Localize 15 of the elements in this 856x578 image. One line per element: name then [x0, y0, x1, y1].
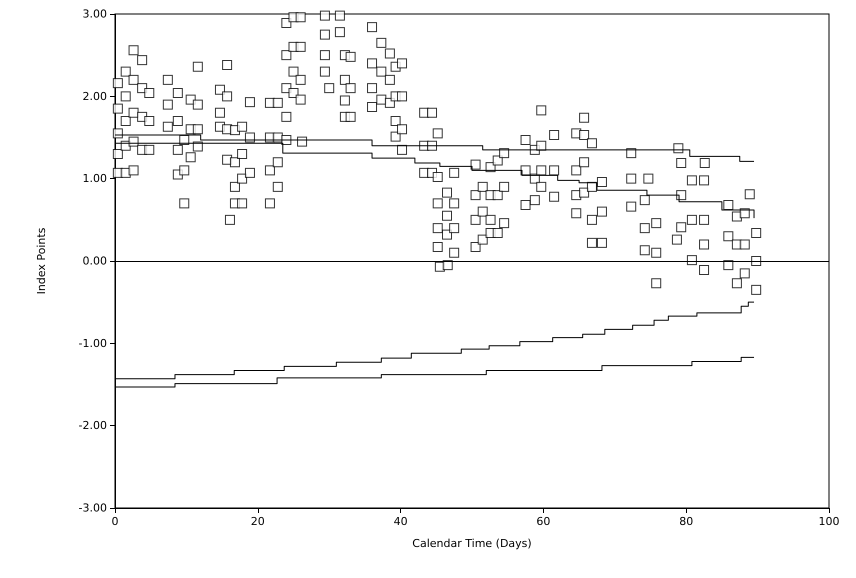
y-tick-label: 0.00	[82, 254, 107, 268]
y-tick-label: 2.00	[82, 90, 107, 103]
x-tick-label: 60	[536, 515, 550, 528]
x-tick-label: 100	[818, 515, 840, 528]
x-tick-label: 80	[679, 515, 694, 528]
y-tick-label: -2.00	[78, 419, 107, 432]
x-tick-label: 40	[394, 515, 408, 528]
y-tick-label: 1.00	[82, 172, 107, 186]
y-tick-label: -1.00	[78, 336, 107, 350]
x-tick-label: 0	[112, 515, 118, 528]
x-tick-label: 20	[250, 515, 265, 528]
y-axis-title: Index Points	[35, 227, 48, 294]
y-tick-label: 3.00	[82, 8, 107, 20]
y-tick-label: -3.00	[78, 502, 107, 514]
x-axis-title: Calendar Time (Days)	[412, 537, 532, 550]
